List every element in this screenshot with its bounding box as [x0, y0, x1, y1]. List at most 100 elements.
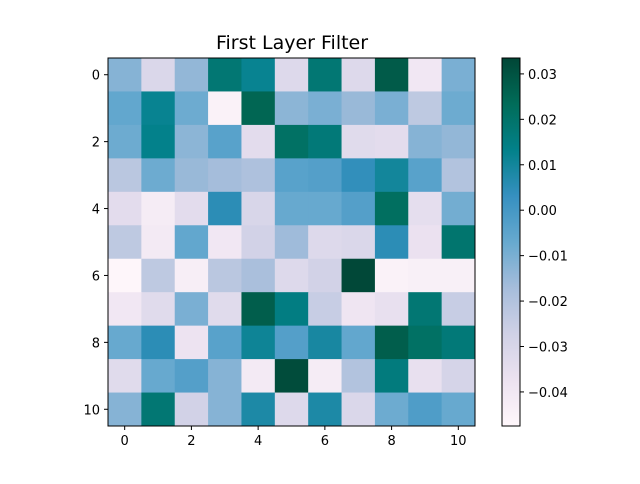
heatmap-cell — [374, 292, 409, 327]
x-tick-label: 2 — [187, 434, 195, 449]
heatmap-cell — [274, 225, 309, 260]
heatmap-cell — [374, 58, 409, 92]
heatmap-cell — [408, 124, 443, 159]
heatmap-cell — [408, 58, 443, 92]
heatmap-cell — [208, 91, 242, 126]
x-tick-label: 6 — [321, 434, 329, 449]
heatmap-cell — [141, 258, 176, 293]
heatmap-cell — [441, 124, 476, 159]
heatmap-cell — [374, 325, 409, 360]
colorbar-tick-label: 0.03 — [528, 68, 557, 83]
heatmap-cell — [141, 91, 176, 126]
heatmap-cell — [441, 258, 476, 293]
heatmap-cell — [308, 91, 343, 126]
colorbar: −0.04 −0.03 −0.02 −0.01 0.00 0.01 0.02 0.03 — [501, 57, 568, 427]
heatmap-cell — [141, 158, 176, 193]
heatmap-cell — [441, 91, 476, 126]
heatmap-cell — [141, 191, 176, 226]
heatmap-cell — [241, 91, 276, 126]
heatmap-cell — [441, 292, 476, 327]
heatmap-cell — [408, 91, 443, 126]
heatmap-cell — [108, 258, 142, 293]
heatmap-cell — [274, 58, 309, 92]
heatmap-cell — [108, 392, 142, 427]
heatmap-cell — [174, 191, 209, 226]
heatmap-cells — [108, 58, 476, 427]
x-tick-label: 8 — [387, 434, 395, 449]
heatmap-cell — [208, 124, 242, 159]
heatmap-cell — [441, 191, 476, 226]
heatmap-cell — [108, 58, 142, 92]
heatmap-cell — [241, 124, 276, 159]
heatmap-cell — [308, 191, 343, 226]
heatmap-cell — [108, 91, 142, 126]
heatmap-cell — [274, 124, 309, 159]
heatmap-cell — [141, 392, 176, 427]
heatmap-cell — [208, 191, 242, 226]
x-tick-label: 10 — [450, 434, 467, 449]
heatmap-cell — [341, 325, 376, 360]
heatmap-cell — [174, 392, 209, 427]
heatmap-cell — [341, 91, 376, 126]
heatmap-cell — [141, 359, 176, 394]
heatmap-cell — [408, 292, 443, 327]
heatmap-cell — [108, 225, 142, 260]
heatmap-cell — [374, 359, 409, 394]
heatmap-cell — [141, 225, 176, 260]
heatmap-cell — [274, 191, 309, 226]
colorbar-tick-label: 0.02 — [528, 113, 557, 128]
heatmap-cell — [108, 292, 142, 327]
heatmap-cell — [241, 191, 276, 226]
y-tick-label: 6 — [92, 269, 100, 284]
heatmap-cell — [174, 258, 209, 293]
heatmap-cell — [141, 124, 176, 159]
heatmap-cell — [208, 158, 242, 193]
heatmap-cell — [174, 359, 209, 394]
heatmap-cell — [341, 58, 376, 92]
colorbar-tick-label: −0.03 — [528, 340, 568, 355]
heatmap-cell — [174, 158, 209, 193]
heatmap-cell — [308, 258, 343, 293]
heatmap-cell — [341, 158, 376, 193]
heatmap-cell — [208, 225, 242, 260]
heatmap-cell — [308, 292, 343, 327]
heatmap-cell — [441, 158, 476, 193]
y-axis: 0 2 4 6 8 10 — [83, 69, 108, 418]
x-tick-label: 4 — [254, 434, 262, 449]
heatmap-cell — [408, 191, 443, 226]
heatmap-cell — [174, 325, 209, 360]
heatmap-cell — [208, 292, 242, 327]
heatmap-cell — [174, 124, 209, 159]
heatmap-cell — [341, 124, 376, 159]
heatmap-cell — [308, 158, 343, 193]
heatmap-cell — [408, 225, 443, 260]
heatmap-cell — [141, 325, 176, 360]
heatmap-cell — [174, 225, 209, 260]
x-tick-label: 0 — [121, 434, 129, 449]
heatmap-cell — [408, 392, 443, 427]
y-tick-label: 2 — [92, 136, 100, 151]
heatmap-cell — [308, 392, 343, 427]
heatmap-cell — [341, 225, 376, 260]
heatmap-cell — [141, 292, 176, 327]
heatmap-cell — [408, 258, 443, 293]
colorbar-tick-label: 0.01 — [528, 159, 557, 174]
heatmap-cell — [274, 325, 309, 360]
heatmap-cell — [174, 58, 209, 92]
heatmap-cell — [274, 292, 309, 327]
heatmap-cell — [241, 392, 276, 427]
heatmap-cell — [274, 158, 309, 193]
heatmap-cell — [274, 392, 309, 427]
heatmap-cell — [141, 58, 176, 92]
heatmap-cell — [441, 58, 476, 92]
heatmap-cell — [374, 91, 409, 126]
colorbar-tick-label: −0.04 — [528, 386, 568, 401]
heatmap-cell — [341, 359, 376, 394]
heatmap-cell — [308, 124, 343, 159]
colorbar-gradient — [501, 57, 521, 427]
colorbar-tick-label: −0.02 — [528, 295, 568, 310]
heatmap-cell — [108, 325, 142, 360]
heatmap-cell — [274, 258, 309, 293]
